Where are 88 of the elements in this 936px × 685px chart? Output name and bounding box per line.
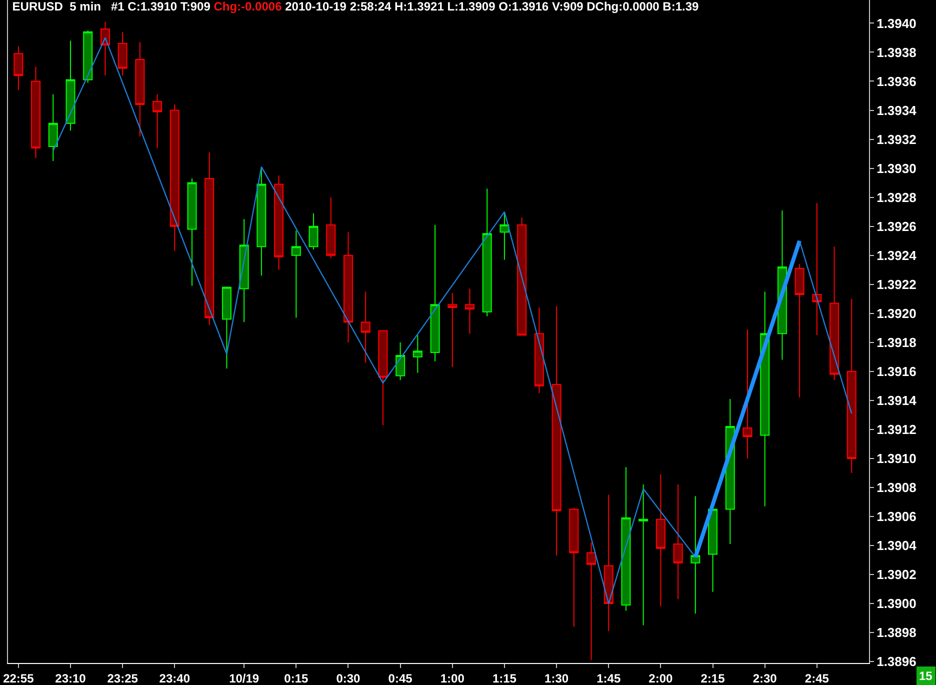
x-tick-label: 0:15 <box>284 671 308 685</box>
candlestick <box>204 152 214 326</box>
y-tick-label: 1.3940 <box>876 16 916 31</box>
candlestick <box>586 542 596 661</box>
x-tick-label: 0:45 <box>388 671 413 685</box>
x-tick-label: 23:40 <box>159 671 190 685</box>
candlestick <box>708 508 718 592</box>
candlestick <box>482 188 492 317</box>
x-tick-label: 1:00 <box>440 671 465 685</box>
candlestick <box>66 40 76 132</box>
y-tick-label: 1.3900 <box>876 596 916 612</box>
candlestick <box>552 306 562 556</box>
candlestick <box>118 31 128 76</box>
y-tick-label: 1.3920 <box>876 306 916 321</box>
candlestick <box>412 334 422 374</box>
x-tick-label: 23:25 <box>107 671 138 685</box>
candlestick <box>187 178 197 286</box>
candlestick <box>48 94 58 162</box>
candlestick <box>274 175 284 270</box>
candlestick <box>846 298 856 474</box>
x-tick-label: 1:45 <box>596 671 621 685</box>
text: 15 <box>919 669 933 683</box>
candlestick <box>100 21 110 76</box>
candlestick <box>604 494 614 632</box>
x-tick-label: 22:55 <box>3 671 34 685</box>
x-tick-label: 2:15 <box>700 671 726 685</box>
y-tick-label: 1.3930 <box>876 160 916 176</box>
candlestick <box>794 264 804 398</box>
y-tick-label: 1.3932 <box>876 132 916 147</box>
candlestick <box>464 288 474 334</box>
candlestick <box>222 286 232 369</box>
line-series <box>52 37 696 604</box>
candlestick <box>621 466 631 612</box>
y-tick-label: 1.3928 <box>876 190 916 205</box>
candlestick <box>170 104 180 252</box>
y-tick-label: 1.3918 <box>876 334 916 350</box>
chart-subtitle: #1 C:1.3910 T:909 Chg:-0.0006 2010-10-19 2:58:24 H:1.3921 L:1.3909 O:1.3916 V:909 DChg:0.0000 B:1.39 <box>111 0 700 14</box>
candlestick <box>569 507 579 628</box>
candlestick <box>31 66 41 159</box>
x-tick-label: 1:15 <box>492 671 517 685</box>
x-tick-label: 0:30 <box>336 671 361 685</box>
candlestick <box>326 196 336 259</box>
candlestick <box>638 484 648 626</box>
y-tick-label: 1.3916 <box>876 364 916 379</box>
candlestick <box>830 246 840 381</box>
candlestick <box>812 202 822 336</box>
candlestick <box>430 224 440 362</box>
y-tick-label: 1.3938 <box>876 44 916 60</box>
x-tick-label: 2:30 <box>752 671 778 685</box>
candlestick <box>500 212 510 260</box>
y-tick-label: 1.3902 <box>876 567 916 582</box>
chart-title: EURUSD 5 min <box>12 0 101 14</box>
candlestick <box>256 168 266 276</box>
candlestick <box>343 232 353 343</box>
x-tick-label: 10/19 <box>229 671 260 685</box>
candlestick <box>14 46 24 90</box>
y-tick-label: 1.3926 <box>876 218 916 234</box>
candlestick <box>83 30 93 84</box>
x-tick-label: 1:30 <box>544 671 569 685</box>
y-tick-label: 1.3898 <box>876 625 916 640</box>
x-tick-label: 23:10 <box>55 671 86 685</box>
candlestick <box>517 217 527 336</box>
x-tick-label: 2:00 <box>648 671 674 685</box>
candlestick <box>673 484 683 600</box>
y-tick-label: 1.3922 <box>876 276 916 292</box>
y-tick-label: 1.3912 <box>876 422 916 437</box>
y-tick-label: 1.3936 <box>876 74 916 89</box>
y-tick-label: 1.3906 <box>876 509 916 524</box>
candlestick <box>690 496 700 614</box>
y-tick-label: 1.3924 <box>876 248 918 263</box>
candlestick <box>152 94 162 148</box>
x-tick-label: 2:45 <box>804 671 830 685</box>
candlestick <box>291 230 301 318</box>
candlestick <box>656 474 666 607</box>
y-tick-label: 1.3904 <box>876 538 918 554</box>
candlestick <box>742 328 752 459</box>
y-tick-label: 1.3914 <box>876 392 918 408</box>
candlestick <box>135 42 145 137</box>
y-tick-label: 1.3934 <box>876 102 918 118</box>
candlestick <box>396 342 406 381</box>
candlestick <box>360 291 370 364</box>
candlestick <box>308 212 318 250</box>
candlestick <box>378 330 388 426</box>
y-tick-label: 1.3896 <box>876 654 916 670</box>
y-tick-label: 1.3910 <box>876 450 916 466</box>
candlestick <box>534 307 544 394</box>
y-tick-label: 1.3908 <box>876 480 916 496</box>
candlestick <box>448 292 458 368</box>
